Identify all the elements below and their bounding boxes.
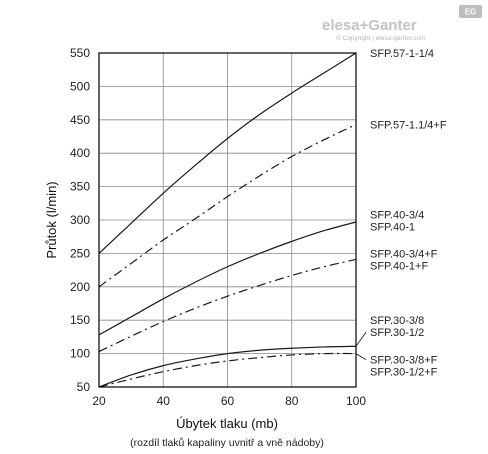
y-tick-label: 100 bbox=[70, 347, 90, 361]
y-tick-label: 300 bbox=[70, 213, 90, 227]
y-tick-label: 400 bbox=[70, 146, 90, 160]
series-layer bbox=[98, 52, 357, 388]
grid-lines bbox=[98, 52, 357, 388]
y-tick-labels: 50 100 150 200 250 300 350 400 450 500 550 bbox=[70, 46, 90, 394]
y-tick-label: 350 bbox=[70, 180, 90, 194]
logo-badge-icon bbox=[459, 5, 482, 18]
label-leader-line bbox=[355, 331, 367, 347]
series-line-2 bbox=[98, 123, 357, 288]
x-axis-subtitle: (rozdíl tlaků kapaliny uvnitř a vně nádo… bbox=[130, 437, 324, 449]
series-label: SFP.40-1 bbox=[370, 222, 415, 234]
series-label: SFP.30-3/8+F bbox=[370, 355, 438, 367]
label-leader-line bbox=[355, 353, 367, 360]
series-label: SFP.40-1+F bbox=[370, 260, 428, 272]
x-tick-labels: 20 40 60 80 100 bbox=[92, 394, 366, 408]
series-line-4 bbox=[98, 258, 357, 353]
y-tick-label: 550 bbox=[70, 46, 90, 60]
y-tick-label: 200 bbox=[70, 280, 90, 294]
x-tick-label: 60 bbox=[221, 394, 235, 408]
plot-frame bbox=[98, 52, 357, 388]
x-tick-label: 20 bbox=[92, 394, 106, 408]
series-label: SFP.30-3/8 bbox=[370, 315, 424, 327]
series-line-5 bbox=[98, 345, 357, 388]
x-tick-label: 100 bbox=[346, 394, 366, 408]
series-line-1 bbox=[98, 52, 357, 254]
series-label: SFP.30-1/2 bbox=[370, 327, 424, 339]
series-label: SFP.40-3/4+F bbox=[370, 248, 438, 260]
x-tick-label: 80 bbox=[285, 394, 299, 408]
x-axis-title: Úbytek tlaku (mb) bbox=[176, 416, 278, 431]
series-label: SFP.30-1/2+F bbox=[370, 367, 438, 379]
series-line-3 bbox=[98, 221, 357, 336]
y-tick-label: 250 bbox=[70, 246, 90, 260]
y-tick-label: 500 bbox=[70, 79, 90, 93]
y-axis-title: Průtok (l/min) bbox=[44, 181, 59, 258]
logo-copyright-text: © Copyright | elesa-ganter.com bbox=[336, 34, 426, 42]
series-labels: SFP.57-1-1/4SFP.57-1.1/4+FSFP.40-3/4SFP.… bbox=[355, 48, 447, 379]
y-tick-label: 50 bbox=[77, 380, 91, 394]
series-label: SFP.40-3/4 bbox=[370, 210, 424, 222]
series-label: SFP.57-1-1/4 bbox=[370, 48, 434, 60]
series-label: SFP.57-1.1/4+F bbox=[370, 119, 447, 131]
logo-brand-text: elesa+Ganter bbox=[322, 17, 417, 34]
logo-badge-text: EG bbox=[465, 8, 477, 17]
y-tick-label: 450 bbox=[70, 113, 90, 127]
x-tick-label: 40 bbox=[157, 394, 171, 408]
series-line-6 bbox=[98, 352, 357, 388]
y-tick-label: 150 bbox=[70, 313, 90, 327]
brand-logo: EG elesa+Ganter © Copyright | elesa-gant… bbox=[322, 5, 482, 42]
